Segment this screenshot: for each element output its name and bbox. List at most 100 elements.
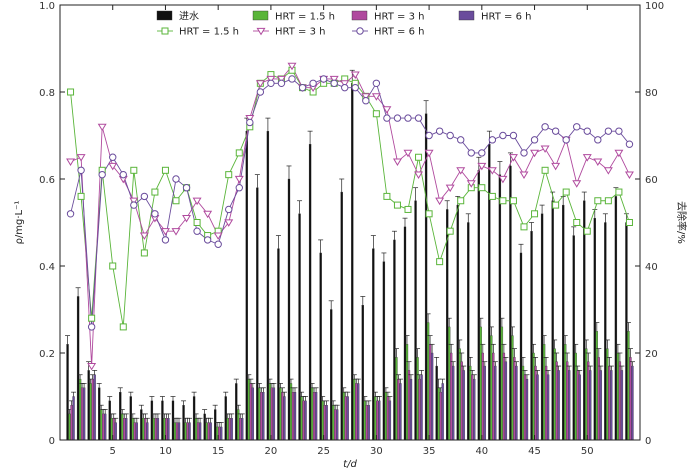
line-point [530, 136, 539, 144]
line-point [225, 171, 233, 179]
line-point [551, 162, 561, 171]
line-point [246, 118, 254, 127]
bar [426, 322, 430, 441]
y-right-tick-label: 100 [645, 1, 664, 12]
bar [129, 396, 132, 441]
bar [156, 418, 160, 441]
bar [319, 252, 322, 441]
line-point [457, 136, 465, 144]
bar [131, 418, 134, 441]
bar [519, 252, 523, 441]
line-point [583, 127, 591, 135]
bar [175, 422, 179, 441]
line-point [403, 149, 413, 158]
plot-area [65, 62, 635, 441]
bar [334, 409, 337, 441]
bar [300, 396, 303, 441]
bar [207, 422, 210, 441]
bar [471, 374, 474, 441]
y-left-tick-label: 0.2 [39, 349, 55, 360]
line-point [341, 83, 349, 92]
legend-swatch [458, 10, 475, 21]
line-point [371, 93, 381, 101]
axes: 5 10 15 20 25 30 35 40 45 50 0 0.2 0.4 0.6 0.8 1.0 0 20 40… [14, 1, 688, 470]
bar [251, 387, 254, 441]
line-point [130, 166, 138, 174]
line-point [414, 114, 423, 122]
bar [281, 391, 284, 441]
line-point [508, 154, 518, 162]
line-point [267, 79, 275, 88]
bar [388, 400, 392, 441]
bar [121, 413, 124, 441]
line-point [404, 205, 412, 213]
bar [304, 400, 307, 441]
line-point [129, 197, 139, 206]
bar [384, 391, 388, 441]
legend-swatch [252, 10, 269, 21]
bar [488, 144, 491, 441]
bar [530, 231, 533, 441]
y-left-tick-label: 0.8 [39, 88, 55, 99]
bar [287, 178, 291, 441]
line-point [624, 171, 634, 180]
x-tick-label: 10 [159, 446, 172, 457]
bar [483, 365, 486, 441]
bar [70, 405, 73, 441]
bar [220, 426, 223, 441]
line-point [298, 83, 307, 92]
bar [363, 400, 366, 441]
line-point [614, 149, 624, 158]
line-point [625, 219, 633, 226]
legend-swatch [156, 10, 173, 21]
bar [372, 248, 375, 441]
bar [135, 422, 138, 441]
line-point [467, 149, 475, 157]
line-point [457, 197, 465, 205]
bar [407, 370, 411, 441]
bar [312, 391, 316, 441]
line-point [509, 131, 518, 140]
line-point [425, 131, 433, 140]
line-point [424, 149, 434, 158]
line-point [383, 114, 391, 122]
bar [182, 405, 185, 441]
line-point [109, 153, 117, 161]
bar [293, 391, 297, 441]
bar [351, 83, 354, 441]
line-point [392, 158, 402, 166]
bar [76, 296, 80, 441]
bar [441, 383, 444, 441]
line-point [456, 167, 466, 175]
bar [108, 400, 111, 441]
legend-label: HRT = 3 h [275, 27, 325, 38]
line-point [151, 210, 159, 218]
legend-label: 进水 [179, 11, 199, 23]
bar [606, 348, 609, 441]
line-point [404, 114, 412, 122]
bar [123, 418, 126, 441]
bar [321, 400, 324, 441]
line-point [446, 131, 454, 140]
x-tick-label: 50 [581, 446, 594, 457]
line-point [161, 236, 170, 244]
bar [171, 400, 175, 441]
bar [382, 261, 386, 441]
line-point [499, 197, 507, 205]
bar [205, 422, 208, 441]
line-point [351, 83, 359, 92]
bar [226, 418, 229, 441]
bar [260, 391, 263, 441]
line-point [119, 323, 127, 331]
bar [479, 326, 482, 441]
line-point [288, 75, 296, 83]
bar [150, 400, 154, 441]
bar [595, 331, 598, 441]
bar [224, 396, 227, 441]
line-point [87, 362, 97, 371]
bar [314, 391, 318, 441]
line-point [245, 115, 255, 123]
bar [104, 413, 107, 441]
bar [450, 352, 453, 441]
